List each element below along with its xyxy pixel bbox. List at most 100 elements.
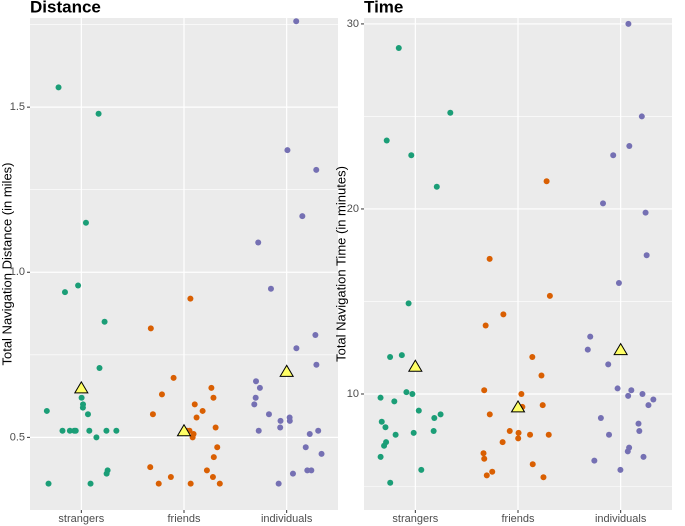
point [392,431,399,438]
y-tick-label: 10 [347,388,359,400]
point [313,361,320,368]
point [43,407,50,414]
point [103,427,110,434]
point [546,292,553,299]
point [208,384,215,391]
point [383,137,390,144]
point [78,394,85,401]
point [193,414,200,421]
point [489,468,496,475]
x-tick-label: friends [167,513,201,525]
point [255,427,262,434]
point [527,431,534,438]
point [378,418,385,425]
y-axis-label: Total Navigation Time (in minutes) [333,166,348,362]
panel-title: Distance [30,0,101,16]
point [545,431,552,438]
point [187,480,194,487]
point [409,390,416,397]
point [199,407,206,414]
point [433,183,440,190]
point [377,394,384,401]
point [645,402,652,409]
point [381,442,388,449]
point [209,473,216,480]
point [59,427,66,434]
y-tick-label: 1.5 [10,101,25,113]
point [84,411,91,418]
point [636,427,643,434]
point [170,374,177,381]
point [75,282,82,289]
point [251,401,258,408]
x-tick-label: friends [501,513,535,525]
point [430,427,437,434]
point [506,427,513,434]
point [318,450,325,457]
point [66,427,73,434]
y-tick-label: 20 [347,203,359,215]
point [315,427,322,434]
point [187,295,194,302]
mean-marker [407,359,423,372]
point [529,353,536,360]
point [638,113,645,120]
panel-title: Time [364,0,403,16]
point [606,431,613,438]
point [216,480,223,487]
point [113,427,120,434]
point [538,372,545,379]
point [312,331,319,338]
point [481,387,488,394]
mean-marker [73,380,89,394]
y-tick-label: 0.5 [10,431,25,443]
point [626,143,633,150]
point [267,285,274,292]
point [518,390,525,397]
point [101,318,108,325]
point [625,392,632,399]
point [391,398,398,405]
point [483,472,490,479]
point [155,480,162,487]
point [500,311,507,318]
point [529,461,536,468]
point [149,411,156,418]
point [480,450,487,457]
point [415,407,422,414]
point [95,110,102,117]
point [605,361,612,368]
point [437,411,444,418]
point [293,18,300,25]
x-tick-label: individuals [595,513,647,525]
point [210,454,217,461]
point [643,252,650,259]
point [293,345,300,352]
point [103,470,110,477]
y-tick-label: 1.0 [10,266,25,278]
point [408,152,415,159]
point [405,300,412,307]
point [277,424,284,431]
point [255,239,262,246]
mean-marker [279,364,295,377]
mean-marker [613,342,629,356]
point [587,333,594,340]
point [540,474,547,481]
point [635,420,642,427]
point [387,479,394,486]
point [591,457,598,464]
point [447,109,454,116]
point [481,455,488,462]
point [398,352,405,359]
point [289,470,296,477]
point [597,415,604,422]
point [486,411,493,418]
point [87,480,94,487]
point [55,84,62,91]
point [395,44,402,51]
point [147,464,154,471]
point [147,325,154,332]
point [640,453,647,460]
point [210,394,217,401]
